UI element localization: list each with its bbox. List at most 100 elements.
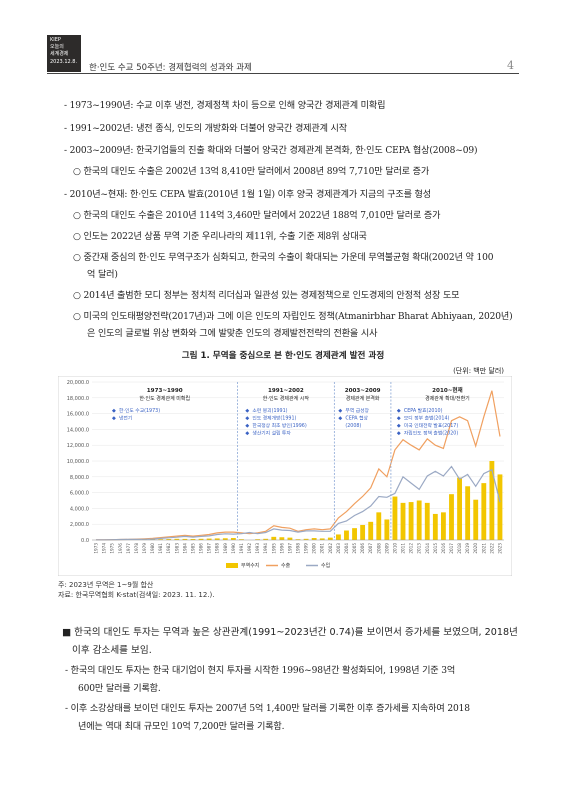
x-tick-label: 1987 [207,543,212,554]
x-tick-label: 1979 [142,543,147,554]
period-item: (2008) [345,423,361,429]
x-tick-label: 2019 [465,543,470,554]
x-tick-label: 1989 [223,543,228,554]
x-tick-label: 2006 [360,543,365,554]
body-line: 년에는 역대 최대 규모인 10억 7,200만 달러를 기록함. [78,722,285,732]
body-line: ○ 중간재 중심의 한·인도 무역구조가 심화되고, 한국의 수출이 확대되는 … [73,253,494,263]
header-rule [47,73,519,74]
bar [182,538,188,540]
x-tick-label: 1998 [296,543,301,554]
bar [368,521,374,540]
x-tick-label: 1997 [287,543,292,554]
body-line: ○ 한국의 대인도 수출은 2002년 13억 8,410만 달러에서 2008… [73,167,430,177]
period-title: 경제관계 본격화 [346,395,380,402]
bar [352,528,357,540]
bar [263,538,269,540]
x-tick-label: 2013 [417,543,422,554]
bar [424,502,430,540]
bar [158,539,164,540]
body-line: ○ 2014년 출범한 모디 정부는 정치적 리더십과 일관성 있는 경제정책으… [73,291,460,301]
y-tick-label: 10,000.0 [67,459,89,465]
x-tick-label: 1983 [174,543,179,554]
period-bullet-icon: ◆ [245,423,249,429]
period-bullet-icon: ◆ [112,408,116,414]
x-tick-label: 2009 [384,543,389,554]
bar [198,538,204,540]
x-tick-label: 1992 [247,543,252,554]
period-bullet-icon: ◆ [397,431,401,437]
x-tick-label: 1980 [150,543,155,554]
bar [457,477,462,540]
period-bullet-icon: ◆ [245,431,249,437]
x-tick-label: 2011 [401,543,406,554]
body-line: - 이후 소강상태를 보이던 대인도 투자는 2007년 5억 1,400만 달… [65,704,470,714]
period-bullet-icon: ◆ [338,408,342,414]
bar [279,537,285,540]
x-tick-label: 2016 [441,543,446,554]
bar [400,502,406,540]
body-line: ○ 미국의 인도태평양전략(2017년)과 그에 이은 인도의 자립인도 정책(… [73,312,513,322]
y-tick-label: 6,000.0 [70,491,89,497]
x-tick-label: 2007 [368,543,373,554]
period-item: 냉전기 [119,415,132,422]
bar [287,537,293,540]
publisher-badge: KIEP 오늘의 세계경제 2023.12.8. [47,35,81,72]
body-line: 600만 달러를 기록함. [78,684,161,694]
bar [376,512,382,540]
period-item: 생산기지 설립 투자 [252,430,291,437]
page-number: 4 [507,59,514,72]
bar [214,538,220,540]
period-title: 한·인도 경제관계 시작 [263,395,310,402]
bar [206,538,212,540]
x-tick-label: 2022 [489,543,494,554]
bar [239,539,244,540]
bar [271,536,277,540]
bar [327,537,333,540]
x-tick-label: 2001 [320,543,325,554]
period-title: 한·인도 경제관계 미확립 [139,395,190,402]
bar [465,486,471,540]
y-tick-label: 12,000.0 [67,443,89,449]
y-tick-label: 16,000.0 [67,412,89,418]
figure-unit: (단위: 백만 달러) [453,367,504,375]
period-bullet-icon: ◆ [338,416,342,422]
x-tick-label: 2010 [392,543,397,554]
bar [311,538,317,540]
period-item: 무역 급성장 [345,407,369,414]
bar [166,539,172,540]
period-range: 2010~현재 [432,386,463,394]
x-tick-label: 2015 [433,543,438,554]
x-tick-label: 1990 [231,543,236,554]
bar [481,483,487,540]
x-tick-label: 1984 [182,543,187,554]
running-header-title: 한·인도 수교 50주년: 경제협력의 성과와 과제 [89,63,252,73]
section-heading: ■ 한국의 대인도 투자는 무역과 높은 상관관계(1991~2023년간 0.… [62,627,518,638]
body-line: - 2010년~현재: 한·인도 CEPA 발효(2010년 1월 1일) 이후… [64,190,431,200]
x-tick-label: 2012 [409,543,414,554]
bar [449,494,454,540]
legend-label: 무역수지 [241,562,259,569]
period-item: 소련 붕괴(1991) [252,407,287,414]
x-tick-label: 1977 [126,543,131,554]
y-tick-label: 4,000.0 [70,506,89,512]
x-tick-label: 1978 [134,543,139,554]
body-line: - 1991~2002년: 냉전 종식, 인도의 개방화와 더불어 양국간 경제… [64,124,347,134]
period-range: 1991~2002 [268,388,304,394]
x-tick-label: 2003 [336,543,341,554]
bar [416,500,422,540]
body-line: - 1973~1990년: 수교 이후 냉전, 경제정책 차이 등으로 인해 양… [64,101,386,111]
series-line [96,465,501,541]
y-tick-label: 20,000.0 [67,380,89,386]
bar [344,530,349,540]
y-tick-label: 8,000.0 [70,475,89,481]
period-range: 1973~1990 [147,388,183,394]
bar [303,538,309,540]
bar [473,499,479,540]
figure-source: 자료: 한국무역협회 K-stat(검색일: 2023. 11. 12.). [58,591,215,599]
figure-title: 그림 1. 무역을 중심으로 본 한·인도 경제관계 발전 과정 [181,351,385,361]
period-item: 모디 정부 출범(2014) [404,415,450,422]
period-item: 미국 인태전략 발표(2017) [404,422,458,429]
period-item: 한·인도 수교(1973) [119,407,160,414]
body-line: ○ 한국의 대인도 수출은 2010년 114억 3,460만 달러에서 202… [73,211,441,221]
x-tick-label: 1996 [279,543,284,554]
